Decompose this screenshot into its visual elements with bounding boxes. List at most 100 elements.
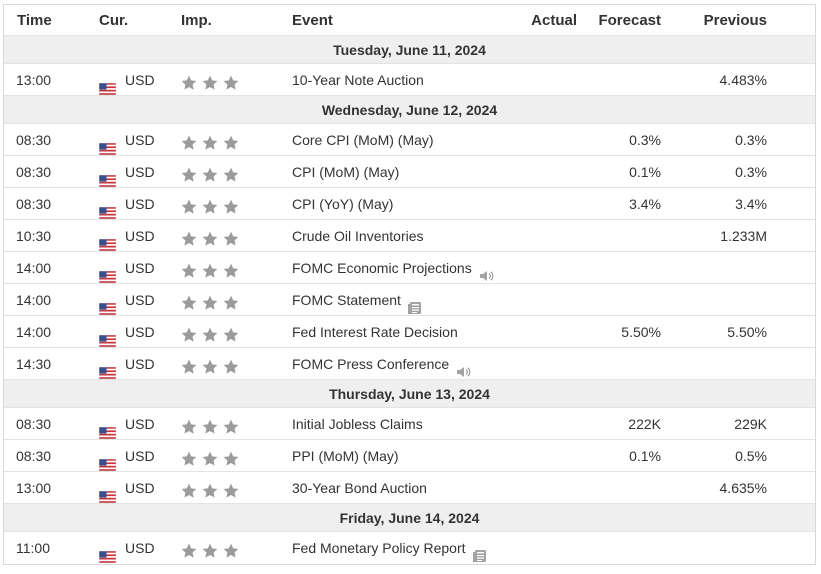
star-icon (222, 355, 240, 374)
table-row[interactable]: 08:30 USD CPI (MoM) (May) 0.1% 0.3% (4, 156, 815, 188)
star-icon (222, 479, 240, 498)
event-name-cell: FOMC Economic Projections (292, 252, 494, 284)
table-row[interactable]: 14:00 USD Fed Interest Rate Decision 5.50% 5… (4, 316, 815, 348)
currency-code: USD (125, 416, 155, 432)
event-time: 14:30 (16, 356, 52, 372)
importance-stars (180, 156, 240, 195)
header-forecast[interactable]: Forecast (598, 12, 661, 29)
table-row[interactable]: 14:00 USD FOMC Statement (4, 284, 815, 316)
us-flag-icon (98, 450, 117, 472)
event-name[interactable]: FOMC Economic Projections (292, 260, 472, 276)
event-previous: 5.50% (727, 324, 767, 340)
star-icon (201, 355, 219, 374)
event-name-cell: Core CPI (MoM) (May) (292, 124, 434, 156)
document-icon[interactable] (472, 542, 488, 563)
event-name-cell: PPI (MoM) (May) (292, 440, 399, 472)
event-previous: 1.233M (720, 228, 767, 244)
event-currency: USD (98, 188, 155, 230)
table-row[interactable]: 08:30 USD Initial Jobless Claims 222K 229K (4, 408, 815, 440)
economic-calendar-table: Time Cur. Imp. Event Actual Forecast Pre… (3, 4, 816, 565)
event-time: 13:00 (16, 480, 52, 496)
table-row[interactable]: 14:00 USD FOMC Economic Projections (4, 252, 815, 284)
event-name[interactable]: 10-Year Note Auction (292, 72, 424, 88)
event-name[interactable]: 30-Year Bond Auction (292, 480, 427, 496)
event-name[interactable]: Fed Interest Rate Decision (292, 324, 458, 340)
header-event[interactable]: Event (292, 12, 333, 29)
star-icon (180, 131, 198, 150)
table-row[interactable]: 11:00 USD Fed Monetary Policy Report (4, 532, 815, 564)
event-currency: USD (98, 348, 155, 390)
importance-stars (180, 188, 240, 227)
star-icon (222, 447, 240, 466)
table-row[interactable]: 10:30 USD Crude Oil Inventories 1.233M (4, 220, 815, 252)
table-row[interactable]: 14:30 USD FOMC Press Conference (4, 348, 815, 380)
header-importance[interactable]: Imp. (181, 12, 212, 29)
importance-stars (180, 64, 240, 103)
event-name[interactable]: FOMC Statement (292, 292, 401, 308)
event-name-cell: Initial Jobless Claims (292, 408, 423, 440)
event-time: 08:30 (16, 164, 52, 180)
event-name[interactable]: FOMC Press Conference (292, 356, 450, 372)
star-icon (180, 447, 198, 466)
event-forecast: 222K (628, 416, 661, 432)
importance-stars (180, 440, 240, 479)
event-name-cell: FOMC Statement (292, 284, 423, 316)
star-icon (201, 131, 219, 150)
star-icon (222, 291, 240, 310)
event-name[interactable]: Core CPI (MoM) (May) (292, 132, 434, 148)
header-time[interactable]: Time (17, 12, 52, 29)
table-row[interactable]: 08:30 USD Core CPI (MoM) (May) 0.3% 0.3% (4, 124, 815, 156)
star-icon (201, 195, 219, 214)
event-time: 08:30 (16, 448, 52, 464)
header-currency[interactable]: Cur. (99, 12, 129, 29)
table-row[interactable]: 08:30 USD PPI (MoM) (May) 0.1% 0.5% (4, 440, 815, 472)
star-icon (201, 227, 219, 246)
event-name[interactable]: CPI (YoY) (May) (292, 196, 394, 212)
header-previous[interactable]: Previous (703, 12, 767, 29)
star-icon (201, 447, 219, 466)
event-time: 08:30 (16, 196, 52, 212)
star-icon (222, 259, 240, 278)
star-icon (180, 259, 198, 278)
event-name[interactable]: CPI (MoM) (May) (292, 164, 400, 180)
header-actual[interactable]: Actual (531, 12, 577, 29)
star-icon (180, 415, 198, 434)
event-name[interactable]: Crude Oil Inventories (292, 228, 424, 244)
table-row[interactable]: 13:00 USD 30-Year Bond Auction 4.635% (4, 472, 815, 504)
day-header: Friday, June 14, 2024 (4, 504, 815, 532)
day-header: Tuesday, June 11, 2024 (4, 36, 815, 64)
event-name[interactable]: Initial Jobless Claims (292, 416, 423, 432)
event-forecast: 0.1% (629, 164, 661, 180)
star-icon (222, 195, 240, 214)
table-header: Time Cur. Imp. Event Actual Forecast Pre… (4, 5, 815, 36)
speaker-icon[interactable] (478, 262, 494, 282)
event-name-cell: Fed Monetary Policy Report (292, 532, 488, 564)
star-icon (201, 259, 219, 278)
importance-stars (180, 532, 240, 571)
day-header: Wednesday, June 12, 2024 (4, 96, 815, 124)
event-name[interactable]: PPI (MoM) (May) (292, 448, 399, 464)
currency-code: USD (125, 292, 155, 308)
speaker-icon[interactable] (455, 358, 471, 378)
table-row[interactable]: 08:30 USD CPI (YoY) (May) 3.4% 3.4% (4, 188, 815, 220)
event-previous: 0.5% (735, 448, 767, 464)
us-flag-icon (98, 482, 117, 504)
document-icon[interactable] (407, 294, 423, 315)
event-currency: USD (98, 532, 155, 574)
event-time: 08:30 (16, 132, 52, 148)
star-icon (201, 163, 219, 182)
table-row[interactable]: 13:00 USD 10-Year Note Auction 4.483% (4, 64, 815, 96)
event-name[interactable]: Fed Monetary Policy Report (292, 540, 466, 556)
event-currency: USD (98, 440, 155, 482)
event-time: 11:00 (16, 540, 50, 556)
us-flag-icon (98, 230, 117, 252)
us-flag-icon (98, 198, 117, 220)
star-icon (180, 163, 198, 182)
importance-stars (180, 220, 240, 259)
star-icon (201, 479, 219, 498)
currency-code: USD (125, 448, 155, 464)
event-previous: 0.3% (735, 164, 767, 180)
event-time: 14:00 (16, 260, 52, 276)
event-previous: 229K (734, 416, 767, 432)
star-icon (180, 291, 198, 310)
